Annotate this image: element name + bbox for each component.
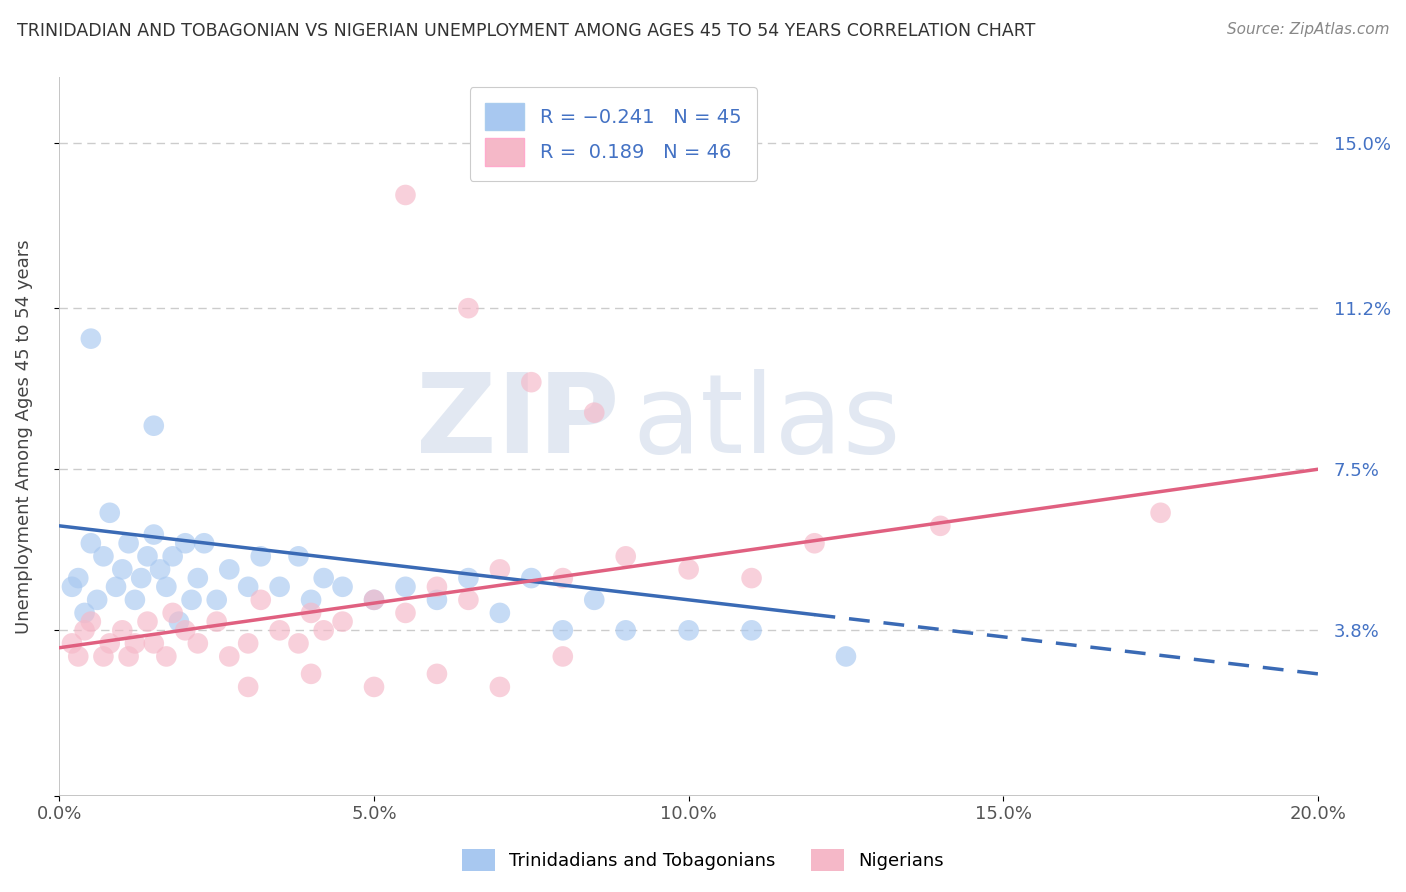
Point [86,592,108,607]
Point [249,592,271,607]
Point [205,592,228,607]
Point [136,615,159,629]
Legend: Trinidadians and Tobagonians, Nigerians: Trinidadians and Tobagonians, Nigerians [454,842,952,879]
Point [426,592,449,607]
Point [332,580,354,594]
Point [835,649,858,664]
Point [551,571,574,585]
Point [167,615,190,629]
Point [98,636,121,650]
Point [678,624,700,638]
Point [287,636,309,650]
Point [249,549,271,564]
Legend: R = −0.241   N = 45, R =  0.189   N = 46: R = −0.241 N = 45, R = 0.189 N = 46 [470,87,756,181]
Point [678,562,700,576]
Point [174,624,197,638]
Point [180,592,202,607]
Point [394,188,416,202]
Point [80,332,103,346]
Point [929,519,952,533]
Point [299,606,322,620]
Point [1149,506,1171,520]
Point [312,624,335,638]
Point [111,624,134,638]
Point [60,580,83,594]
Point [426,580,449,594]
Point [73,606,96,620]
Point [363,592,385,607]
Point [155,580,177,594]
Text: TRINIDADIAN AND TOBAGONIAN VS NIGERIAN UNEMPLOYMENT AMONG AGES 45 TO 54 YEARS CO: TRINIDADIAN AND TOBAGONIAN VS NIGERIAN U… [17,22,1035,40]
Y-axis label: Unemployment Among Ages 45 to 54 years: Unemployment Among Ages 45 to 54 years [15,239,32,634]
Point [457,571,479,585]
Point [67,649,90,664]
Point [614,549,637,564]
Point [105,580,128,594]
Point [394,580,416,594]
Point [803,536,825,550]
Text: Source: ZipAtlas.com: Source: ZipAtlas.com [1226,22,1389,37]
Point [98,506,121,520]
Point [149,562,172,576]
Point [457,301,479,315]
Point [394,606,416,620]
Point [238,680,260,694]
Point [117,536,139,550]
Point [136,549,159,564]
Point [129,571,152,585]
Point [583,592,606,607]
Point [193,536,215,550]
Point [111,562,134,576]
Point [332,615,354,629]
Point [80,615,103,629]
Point [205,615,228,629]
Point [187,636,209,650]
Point [93,649,115,664]
Point [551,649,574,664]
Text: atlas: atlas [633,368,900,475]
Point [489,606,512,620]
Point [117,649,139,664]
Point [60,636,83,650]
Point [426,666,449,681]
Point [614,624,637,638]
Point [124,592,146,607]
Point [741,624,763,638]
Point [93,549,115,564]
Point [520,375,543,389]
Point [155,649,177,664]
Point [363,680,385,694]
Point [174,536,197,550]
Point [124,636,146,650]
Point [520,571,543,585]
Point [142,636,165,650]
Point [583,406,606,420]
Point [67,571,90,585]
Point [238,636,260,650]
Point [218,562,240,576]
Point [551,624,574,638]
Point [142,418,165,433]
Point [80,536,103,550]
Point [457,592,479,607]
Point [299,666,322,681]
Point [162,606,184,620]
Point [269,624,291,638]
Point [489,562,512,576]
Point [741,571,763,585]
Point [287,549,309,564]
Point [299,592,322,607]
Point [489,680,512,694]
Point [238,580,260,594]
Point [218,649,240,664]
Point [312,571,335,585]
Point [269,580,291,594]
Point [162,549,184,564]
Point [73,624,96,638]
Point [363,592,385,607]
Text: ZIP: ZIP [416,368,620,475]
Point [142,527,165,541]
Point [187,571,209,585]
